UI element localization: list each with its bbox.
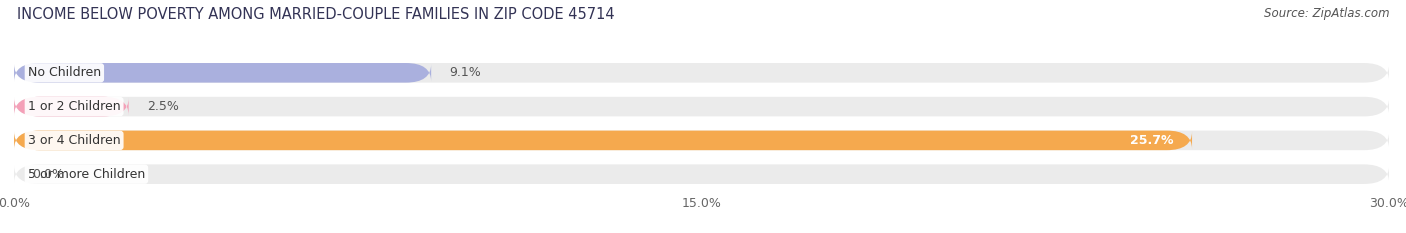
Text: 1 or 2 Children: 1 or 2 Children <box>28 100 121 113</box>
FancyBboxPatch shape <box>14 63 1389 83</box>
FancyBboxPatch shape <box>14 97 129 116</box>
FancyBboxPatch shape <box>14 130 1389 150</box>
Text: 9.1%: 9.1% <box>450 66 481 79</box>
FancyBboxPatch shape <box>14 164 1389 184</box>
Text: 5 or more Children: 5 or more Children <box>28 168 145 181</box>
FancyBboxPatch shape <box>14 130 1192 150</box>
Text: Source: ZipAtlas.com: Source: ZipAtlas.com <box>1264 7 1389 20</box>
Text: 0.0%: 0.0% <box>32 168 65 181</box>
FancyBboxPatch shape <box>14 63 432 83</box>
Text: 25.7%: 25.7% <box>1130 134 1174 147</box>
FancyBboxPatch shape <box>14 97 1389 116</box>
Text: No Children: No Children <box>28 66 101 79</box>
Text: 2.5%: 2.5% <box>148 100 179 113</box>
Text: 3 or 4 Children: 3 or 4 Children <box>28 134 121 147</box>
Text: INCOME BELOW POVERTY AMONG MARRIED-COUPLE FAMILIES IN ZIP CODE 45714: INCOME BELOW POVERTY AMONG MARRIED-COUPL… <box>17 7 614 22</box>
